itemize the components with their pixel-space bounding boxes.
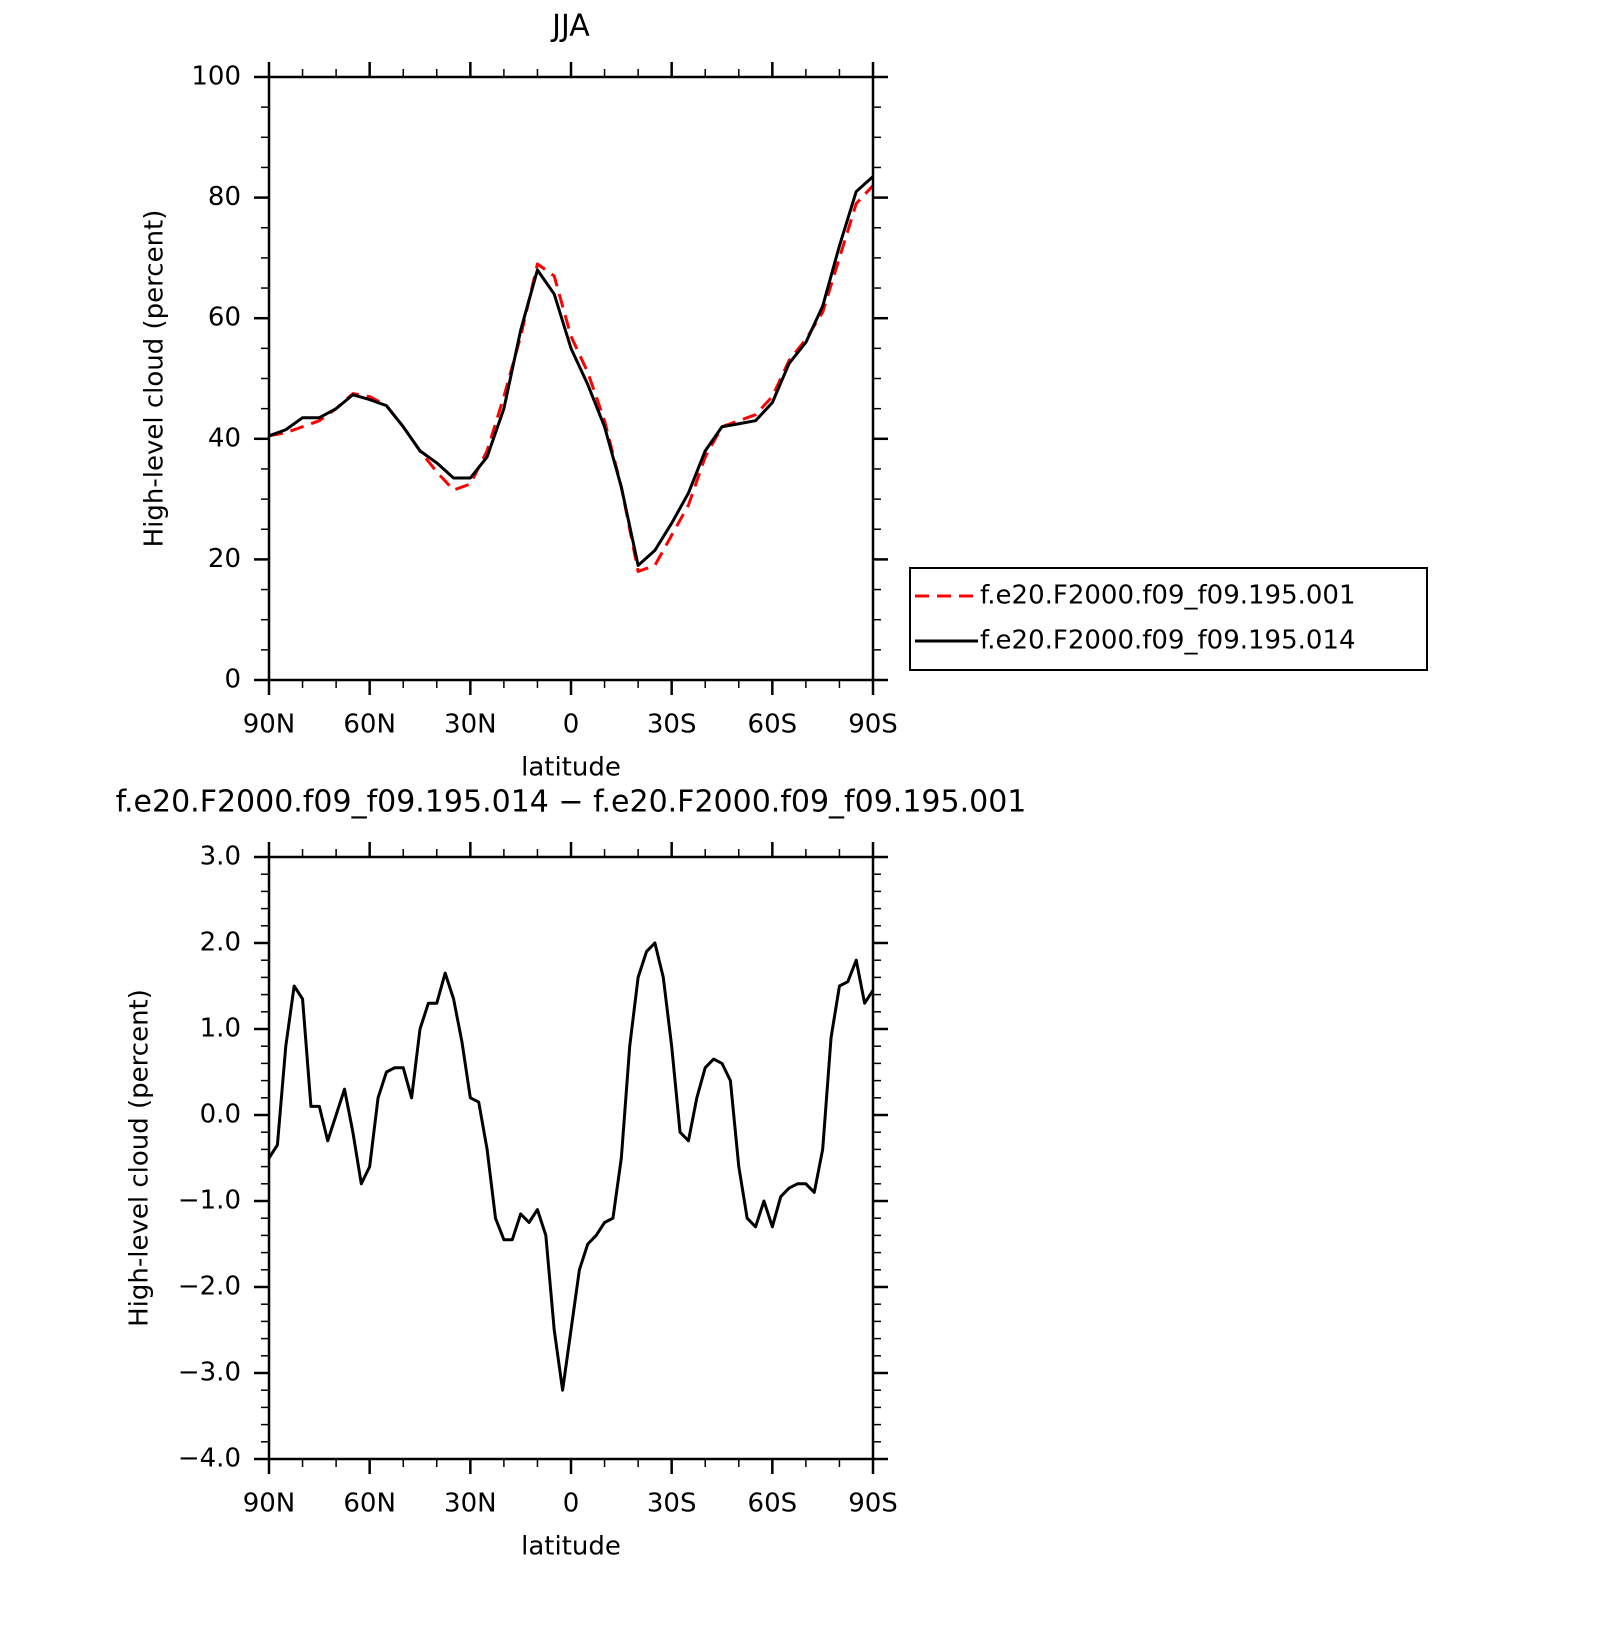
y-tick-label: −4.0: [178, 1444, 241, 1474]
x-tick-label: 60S: [748, 710, 798, 740]
x-tick-label: 0: [563, 1489, 580, 1519]
y-tick-label: −2.0: [178, 1272, 241, 1302]
y-tick-label: 40: [208, 423, 241, 453]
y-tick-label: 20: [208, 544, 241, 574]
y-axis-label: High-level cloud (percent): [140, 210, 170, 548]
x-tick-label: 90S: [848, 1489, 898, 1519]
plot-frame: [267, 75, 875, 682]
y-axis-label: High-level cloud (percent): [125, 989, 155, 1327]
chart-title: JJA: [550, 9, 590, 44]
x-tick-label: 30S: [647, 1489, 697, 1519]
x-tick-label: 90S: [848, 710, 898, 740]
chart-title: f.e20.F2000.f09_f09.195.014 − f.e20.F200…: [116, 785, 1027, 820]
x-axis-label: latitude: [521, 753, 621, 783]
legend-box: [909, 567, 1428, 671]
legend-label: f.e20.F2000.f09_f09.195.001: [980, 581, 1356, 611]
x-tick-label: 60S: [748, 1489, 798, 1519]
plot-frame: [267, 855, 875, 1461]
chart: f.e20.F2000.f09_f09.195.014 − f.e20.F200…: [116, 785, 1027, 1562]
y-tick-label: −1.0: [178, 1186, 241, 1216]
x-tick-label: 30S: [647, 710, 697, 740]
x-tick-label: 60N: [343, 710, 396, 740]
y-tick-label: −3.0: [178, 1358, 241, 1388]
y-tick-label: 100: [191, 62, 241, 92]
data-line: [267, 941, 875, 1392]
x-tick-label: 0: [563, 710, 580, 740]
data-line: [268, 175, 875, 567]
x-tick-label: 90N: [243, 710, 296, 740]
data-line: [268, 184, 875, 573]
x-tick-label: 30N: [444, 710, 497, 740]
x-tick-label: 90N: [243, 1489, 296, 1519]
y-tick-label: 60: [208, 303, 241, 333]
chart: JJA latitude High-level cloud (percent) 0 20…: [140, 9, 1428, 783]
legend-label: f.e20.F2000.f09_f09.195.014: [980, 626, 1356, 656]
x-axis-label: latitude: [521, 1532, 621, 1562]
y-tick-label: 3.0: [200, 842, 241, 872]
y-tick-label: 0.0: [200, 1100, 241, 1130]
y-tick-label: 2.0: [200, 928, 241, 958]
x-tick-label: 30N: [444, 1489, 497, 1519]
y-tick-label: 80: [208, 182, 241, 212]
y-tick-label: 1.0: [200, 1014, 241, 1044]
x-tick-label: 60N: [343, 1489, 396, 1519]
y-tick-label: 0: [224, 665, 241, 695]
